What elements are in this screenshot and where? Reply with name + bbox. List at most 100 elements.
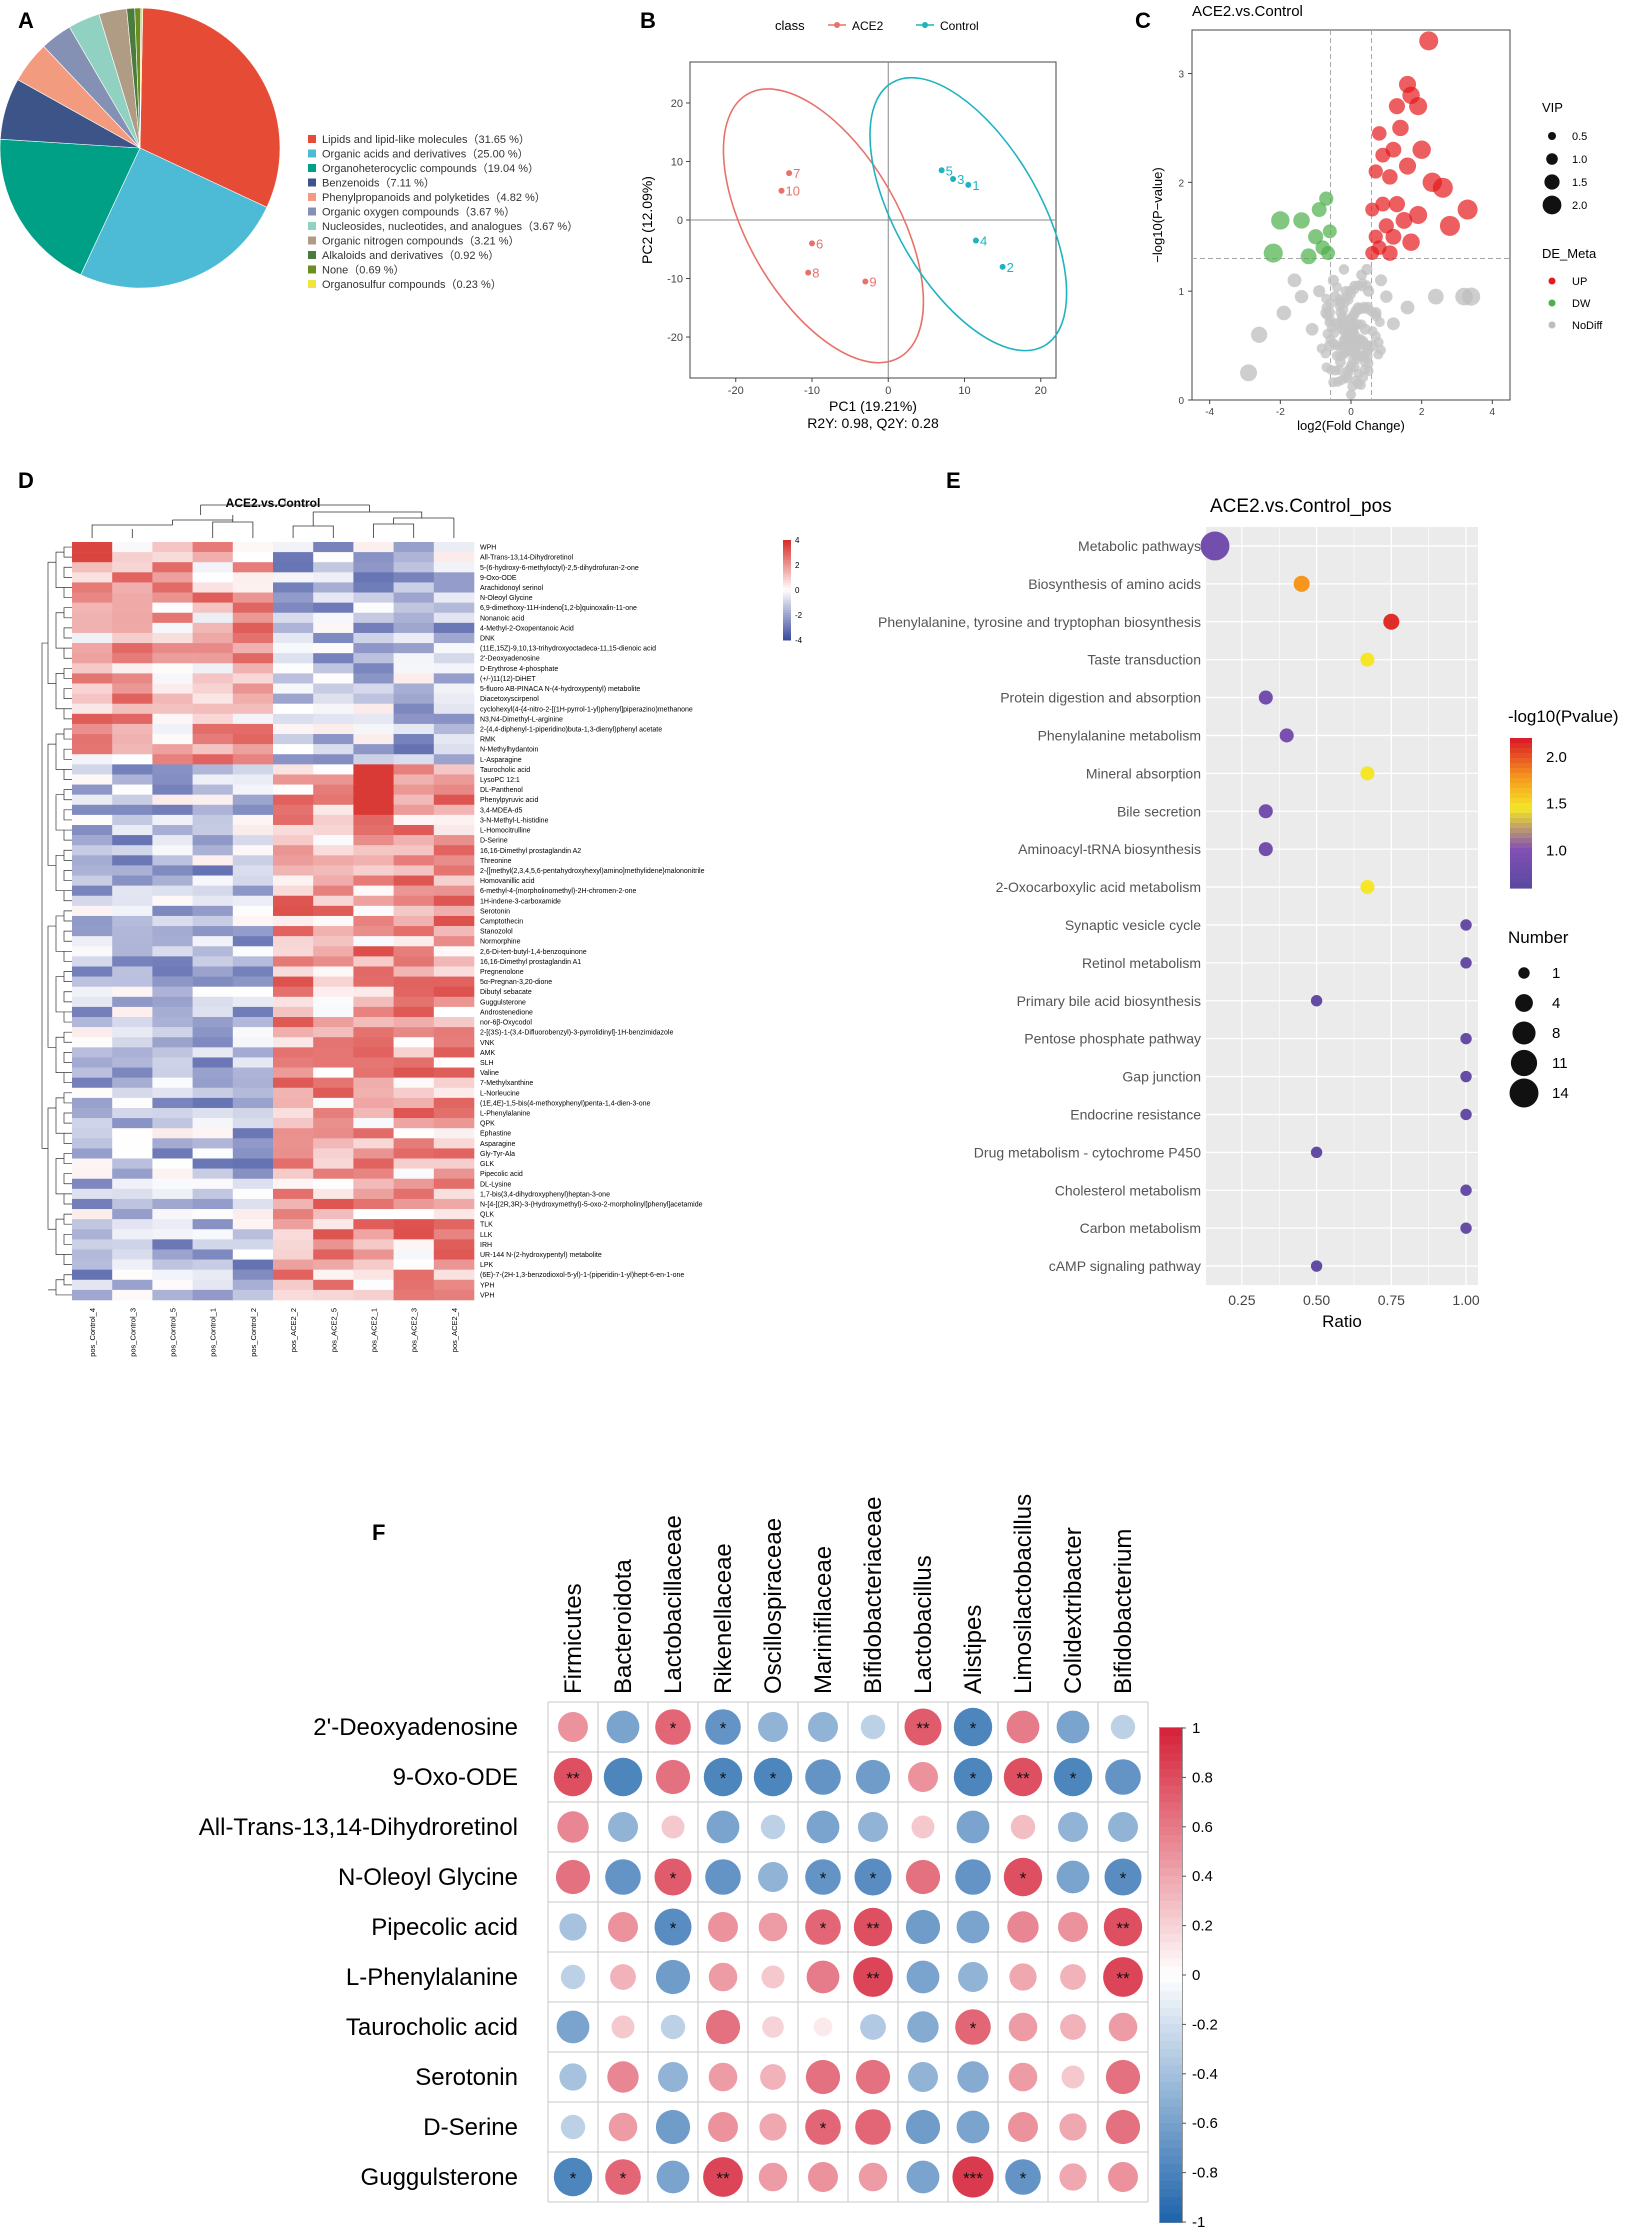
heatmap-cell <box>152 824 193 836</box>
heatmap-cell <box>353 1158 394 1169</box>
colorbar-tick: 0.6 <box>1192 1819 1213 1836</box>
heatmap-cell <box>433 1229 475 1240</box>
heatmap-cell <box>313 723 354 735</box>
x-axis-label: log2(Fold Change) <box>1297 418 1405 433</box>
colorbar-segment <box>783 630 791 633</box>
heatmap-cell <box>313 936 354 947</box>
heatmap-row-label: Arachidonoyl serinol <box>480 585 543 592</box>
significance-mark: * <box>570 2169 577 2188</box>
heatmap-row-label: DL-Lysine <box>480 1181 511 1188</box>
heatmap-cell <box>152 804 193 816</box>
heatmap-cell <box>273 956 314 967</box>
heatmap-cell <box>313 1229 354 1240</box>
heatmap-cell <box>433 612 475 624</box>
heatmap-row-label: AMK <box>480 1050 496 1057</box>
heatmap-cell <box>393 905 435 917</box>
heatmap-cell <box>152 592 193 603</box>
heatmap-cell <box>313 814 354 826</box>
heatmap-cell <box>393 1097 435 1109</box>
heatmap-row-label: L-Phenylalanine <box>480 1111 530 1118</box>
heatmap-cell <box>192 915 234 927</box>
heatmap-cell <box>152 572 193 583</box>
heatmap-cell <box>313 562 354 573</box>
colorbar-segment <box>1160 2213 1182 2223</box>
heatmap-cell <box>192 976 234 987</box>
heatmap-cell <box>192 1198 234 1210</box>
heatmap-cell <box>273 1097 314 1109</box>
heatmap-cell <box>112 1138 153 1149</box>
heatmap-cell <box>232 936 274 947</box>
correlation-circle <box>705 1709 741 1745</box>
heatmap-cell <box>433 774 475 785</box>
legend-de-label: DW <box>1572 298 1591 310</box>
heatmap-cell <box>232 976 274 987</box>
heatmap-cell <box>433 1047 475 1058</box>
y-tick-label: -10 <box>667 274 683 286</box>
heatmap-cell <box>273 1067 314 1078</box>
heatmap-cell <box>112 1168 153 1180</box>
heatmap-cell <box>433 1087 475 1099</box>
colorbar-segment <box>1510 753 1532 759</box>
heatmap-cell <box>353 632 394 644</box>
colorbar-tick: -0.8 <box>1192 2165 1218 2182</box>
heatmap-cell <box>72 764 113 775</box>
heatmap-cell <box>192 926 234 937</box>
heatmap-cell <box>273 915 314 927</box>
heatmap-cell <box>433 632 475 644</box>
correlation-circle <box>1003 1757 1043 1797</box>
volcano-point-up <box>1392 119 1409 137</box>
heatmap-cell <box>112 622 153 634</box>
pathway-label: Taste transduction <box>1087 652 1201 668</box>
colorbar-segment <box>1160 1975 1182 1984</box>
heatmap-row-label: 1H-indene-3-carboxamide <box>480 898 561 905</box>
heatmap-cell <box>232 1017 274 1028</box>
heatmap-cell <box>393 592 435 603</box>
volcano-point-up <box>1432 177 1453 198</box>
heatmap-cell <box>393 542 435 553</box>
heatmap-cell <box>393 683 435 694</box>
volcano-point-up <box>1457 199 1478 220</box>
heatmap-cell <box>152 713 193 725</box>
heatmap-cell <box>72 663 113 674</box>
heatmap-cell <box>192 653 234 664</box>
colorbar-tick: 2.0 <box>1546 749 1567 766</box>
heatmap-cell <box>353 774 394 785</box>
volcano-point-dw <box>1319 191 1334 206</box>
pathway-bubble <box>1460 919 1472 931</box>
pathway-label: Mineral absorption <box>1086 765 1201 781</box>
heatmap-cell <box>112 774 153 785</box>
heatmap-cell <box>112 845 153 856</box>
correlation-row-label: Pipecolic acid <box>371 1914 518 1941</box>
heatmap-cell <box>273 1047 314 1058</box>
heatmap-cell <box>72 734 113 745</box>
heatmap-cell <box>313 744 354 755</box>
heatmap-cell <box>152 683 193 694</box>
heatmap-row-label: LLK <box>480 1232 493 1239</box>
heatmap-cell <box>433 1097 475 1109</box>
heatmap-cell <box>353 622 394 634</box>
colorbar-segment <box>1510 868 1532 874</box>
heatmap-cell <box>192 1158 234 1169</box>
heatmap-row-label: IRH <box>480 1242 492 1249</box>
correlation-circle <box>706 1810 740 1844</box>
pca-point-label: 7 <box>793 166 800 181</box>
correlation-circle <box>808 2162 838 2192</box>
heatmap-cell <box>112 784 153 795</box>
correlation-circle <box>1108 2162 1138 2192</box>
heatmap-cell <box>72 602 113 614</box>
colorbar-segment <box>1510 763 1532 769</box>
heatmap-cell <box>393 1128 435 1139</box>
volcano-point-nodiff <box>1345 363 1356 374</box>
heatmap-cell <box>72 1279 113 1291</box>
heatmap-cell <box>232 986 274 998</box>
heatmap-cell <box>152 1249 193 1260</box>
colorbar-segment <box>783 562 791 566</box>
correlation-circle <box>813 2017 833 2037</box>
heatmap-cell <box>393 653 435 664</box>
heatmap-cell <box>112 683 153 694</box>
heatmap-cell <box>353 855 394 866</box>
heatmap-cell <box>232 542 274 553</box>
heatmap-cell <box>192 1289 234 1301</box>
legend-vip-dot <box>1546 153 1558 165</box>
heatmap-cell <box>273 784 314 795</box>
